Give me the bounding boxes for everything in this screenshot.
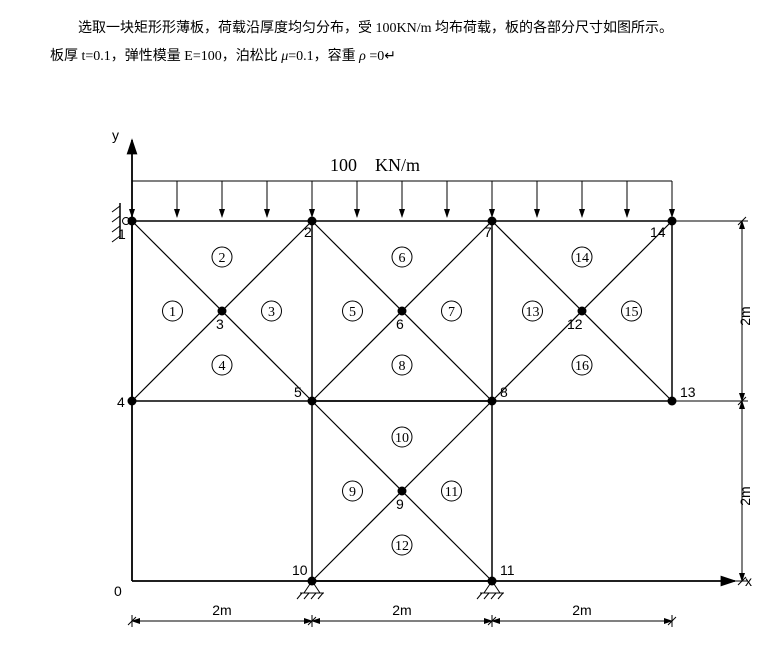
node-3 [217,307,226,316]
dim-h-label: 2m [572,602,591,618]
node-12 [577,307,586,316]
node-label-1: 1 [118,226,126,242]
node-label-6: 6 [396,316,404,332]
element-label-14: 14 [575,251,589,266]
element-label-4: 4 [218,359,225,374]
element-label-15: 15 [624,305,638,320]
node-label-9: 9 [396,496,404,512]
node-label-5: 5 [294,384,302,400]
element-label-10: 10 [395,431,409,446]
dim-h-label: 2m [212,602,231,618]
origin-label: 0 [114,583,122,599]
node-10 [307,577,316,586]
node-label-12: 12 [567,316,583,332]
node-5 [307,397,316,406]
node-8 [487,397,496,406]
element-label-3: 3 [268,305,275,320]
load-value: 100 [330,155,357,175]
node-label-13: 13 [680,384,696,400]
dim-h-label: 2m [392,602,411,618]
problem-text-1: 选取一块矩形形薄板，荷载沿厚度均匀分布，受 100KN/m 均布荷载，板的各部分… [0,0,783,43]
node-9 [397,487,406,496]
element-label-16: 16 [575,359,589,374]
load-unit: KN/m [375,155,420,175]
structure-diagram: xy0100KN/m127143612458139101112345678910… [32,81,752,641]
element-label-12: 12 [395,539,409,554]
element-label-2: 2 [218,251,225,266]
node-label-8: 8 [500,384,508,400]
node-label-11: 11 [500,562,515,578]
dim-v-label: 2m [737,306,752,325]
element-label-6: 6 [398,251,405,266]
node-label-3: 3 [216,316,224,332]
element-label-13: 13 [525,305,539,320]
element-label-5: 5 [349,305,356,320]
node-label-2: 2 [304,224,312,240]
node-label-10: 10 [292,562,308,578]
dim-v-label: 2m [737,486,752,505]
element-label-7: 7 [448,305,455,320]
node-1 [127,217,136,226]
element-label-8: 8 [398,359,405,374]
element-label-11: 11 [444,485,457,500]
node-4 [127,397,136,406]
node-label-14: 14 [650,224,666,240]
element-label-9: 9 [349,485,356,500]
node-6 [397,307,406,316]
problem-text-2: 板厚 t=0.1，弹性模量 E=100，泊松比 μ=0.1，容重 ρ =0↵ [0,43,783,71]
node-label-7: 7 [484,224,492,240]
node-label-4: 4 [117,394,125,410]
y-axis-label: y [112,127,119,143]
element-label-1: 1 [169,305,176,320]
